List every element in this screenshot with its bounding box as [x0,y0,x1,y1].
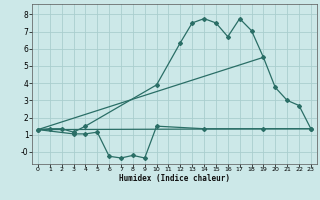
X-axis label: Humidex (Indice chaleur): Humidex (Indice chaleur) [119,174,230,183]
